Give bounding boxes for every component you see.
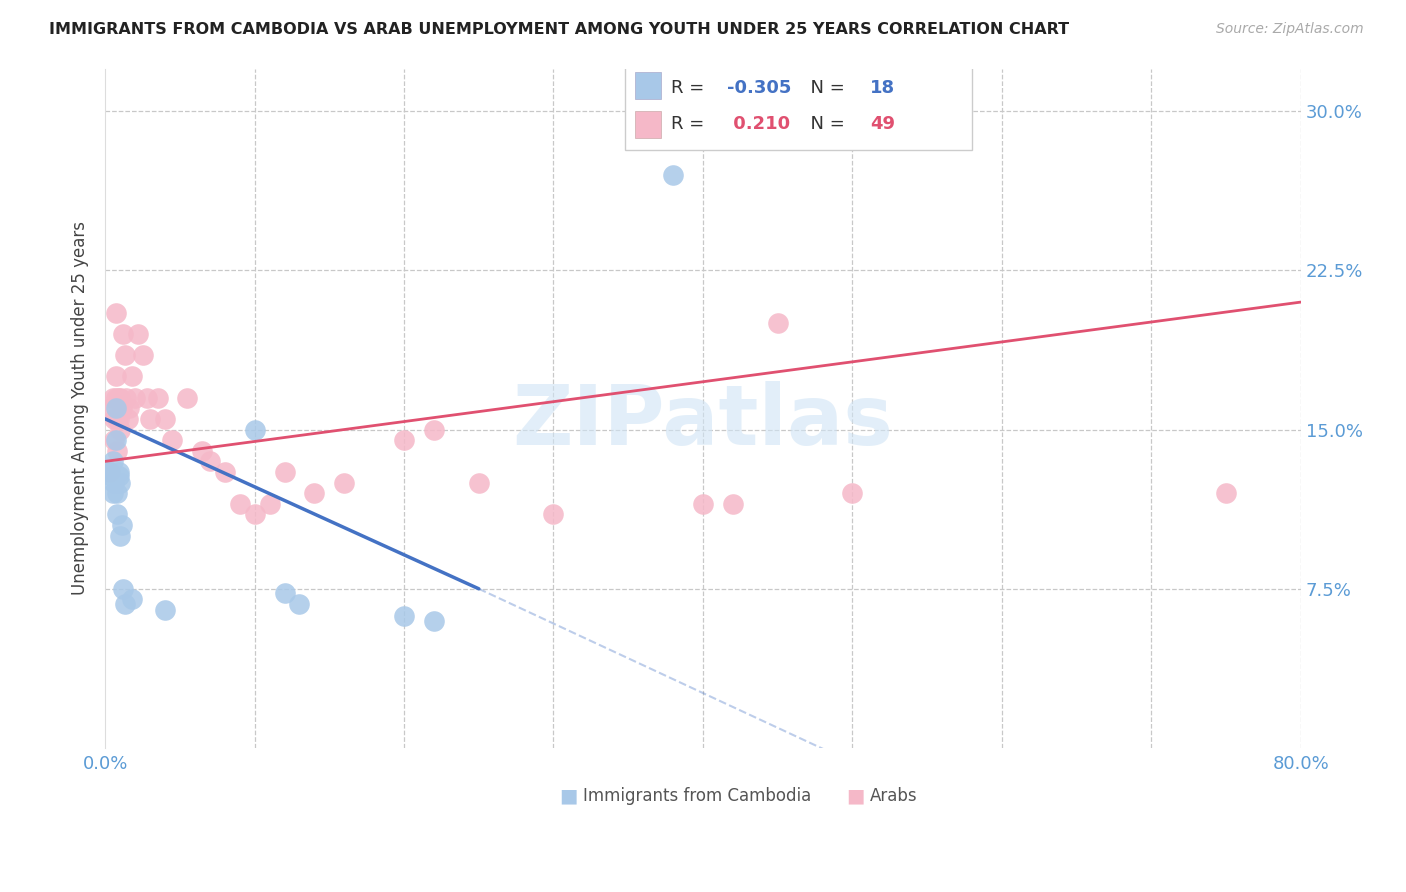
Text: Source: ZipAtlas.com: Source: ZipAtlas.com: [1216, 22, 1364, 37]
Point: [259, 497, 281, 511]
Text: 0.210: 0.210: [727, 115, 790, 133]
FancyBboxPatch shape: [626, 58, 972, 150]
Point: [114, 597, 136, 611]
Text: R =: R =: [671, 78, 710, 96]
FancyBboxPatch shape: [634, 111, 661, 138]
Point: [273, 465, 295, 479]
Point: [107, 412, 129, 426]
Point: [103, 475, 125, 490]
Point: [198, 454, 221, 468]
Point: [468, 475, 491, 490]
Text: ■: ■: [846, 786, 865, 805]
Point: [105, 486, 128, 500]
Text: ZIPatlas: ZIPatlas: [512, 382, 893, 462]
Point: [107, 469, 129, 483]
Point: [107, 465, 129, 479]
Point: [1215, 486, 1237, 500]
Point: [146, 391, 169, 405]
Point: [153, 603, 176, 617]
Point: [131, 348, 153, 362]
Point: [104, 433, 127, 447]
Point: [111, 518, 134, 533]
Point: [692, 497, 714, 511]
Point: [423, 614, 446, 628]
Point: [98, 465, 121, 479]
Point: [105, 508, 128, 522]
Point: [105, 412, 128, 426]
Point: [288, 597, 311, 611]
Point: [136, 391, 159, 405]
Point: [117, 412, 139, 426]
Point: [392, 433, 415, 447]
Text: Arabs: Arabs: [870, 787, 918, 805]
Point: [103, 433, 125, 447]
Point: [191, 443, 214, 458]
Point: [114, 348, 136, 362]
Text: 49: 49: [870, 115, 896, 133]
Text: N =: N =: [799, 78, 851, 96]
Point: [662, 125, 685, 139]
Point: [214, 465, 236, 479]
Point: [841, 486, 863, 500]
Point: [662, 168, 685, 182]
Point: [115, 391, 138, 405]
Text: N =: N =: [799, 115, 851, 133]
Text: Immigrants from Cambodia: Immigrants from Cambodia: [583, 787, 811, 805]
FancyBboxPatch shape: [634, 72, 661, 99]
Point: [423, 423, 446, 437]
Point: [112, 582, 135, 596]
Text: -0.305: -0.305: [727, 78, 792, 96]
Point: [243, 508, 266, 522]
Point: [721, 497, 744, 511]
Text: R =: R =: [671, 115, 710, 133]
Point: [124, 391, 146, 405]
Point: [176, 391, 198, 405]
Point: [127, 326, 149, 341]
Point: [118, 401, 141, 416]
Point: [101, 486, 124, 500]
Point: [121, 369, 143, 384]
Point: [104, 369, 127, 384]
Y-axis label: Unemployment Among Youth under 25 years: Unemployment Among Youth under 25 years: [72, 221, 89, 595]
Point: [104, 391, 127, 405]
Point: [139, 412, 162, 426]
Text: IMMIGRANTS FROM CAMBODIA VS ARAB UNEMPLOYMENT AMONG YOUTH UNDER 25 YEARS CORRELA: IMMIGRANTS FROM CAMBODIA VS ARAB UNEMPLO…: [49, 22, 1070, 37]
Point: [333, 475, 356, 490]
Point: [273, 586, 295, 600]
Point: [108, 475, 131, 490]
Point: [98, 465, 121, 479]
Text: 18: 18: [870, 78, 896, 96]
Point: [108, 423, 131, 437]
Point: [153, 412, 176, 426]
Point: [100, 469, 122, 483]
Point: [112, 326, 135, 341]
Point: [304, 486, 326, 500]
Point: [108, 529, 131, 543]
Point: [543, 508, 565, 522]
Point: [228, 497, 250, 511]
Point: [100, 401, 122, 416]
Point: [392, 609, 415, 624]
Point: [766, 316, 789, 330]
Point: [104, 306, 127, 320]
Point: [108, 391, 131, 405]
Point: [101, 391, 124, 405]
Point: [104, 401, 127, 416]
Point: [103, 412, 125, 426]
Point: [101, 454, 124, 468]
Point: [121, 592, 143, 607]
Point: [107, 391, 129, 405]
Point: [111, 401, 134, 416]
Point: [105, 443, 128, 458]
Text: ■: ■: [560, 786, 578, 805]
Point: [162, 433, 184, 447]
Point: [243, 423, 266, 437]
